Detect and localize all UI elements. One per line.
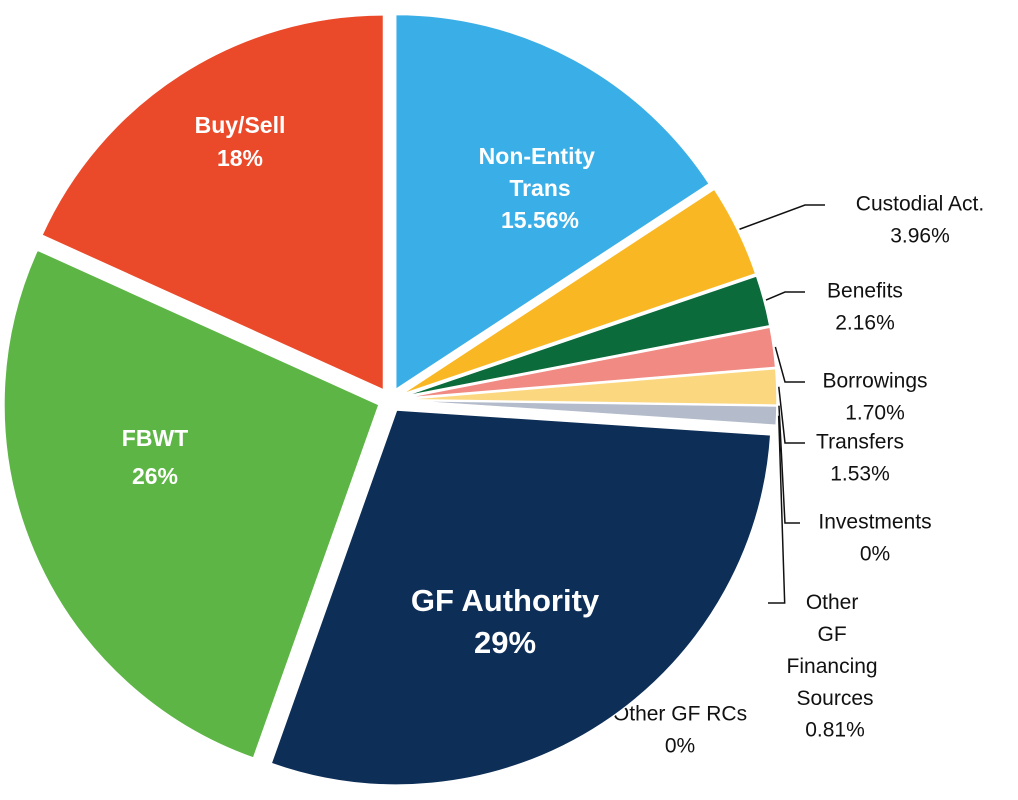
slice-label: Other GF Financing Sources <box>787 591 884 710</box>
value-label: 1.70% <box>845 402 905 425</box>
slice-label: Investments <box>818 511 931 534</box>
value-label: 0.81% <box>805 719 865 742</box>
slice-label: Benefits <box>827 280 903 303</box>
value-label: 18% <box>217 145 263 171</box>
slice-label: Transfers <box>816 431 904 454</box>
value-label: 29% <box>474 625 536 660</box>
leader-line <box>739 204 825 230</box>
pie-slice <box>394 13 711 391</box>
labels: Non-Entity Trans 15.56% Custodial Act. 3.96… <box>122 112 984 741</box>
leader-line <box>778 405 800 524</box>
slice-label: Non-Entity Trans <box>479 143 602 201</box>
pie-slice <box>400 188 757 396</box>
occluded-labels: Other GF RCs 0% <box>613 703 747 758</box>
value-label: 1.53% <box>830 463 890 486</box>
slice-label: Borrowings <box>822 370 927 393</box>
pie-slice <box>3 249 380 760</box>
slice-label: FBWT <box>122 425 188 451</box>
value-label: 3.96% <box>890 225 950 248</box>
slice-label: GF Authority <box>411 583 600 618</box>
pie-slice <box>270 409 772 786</box>
leader-line <box>774 346 805 383</box>
value-label: 2.16% <box>835 312 895 335</box>
pie-slice <box>401 326 777 400</box>
pie-slice <box>401 275 771 398</box>
value-label: 0% <box>860 543 890 566</box>
leader-line <box>778 386 805 444</box>
value-label: 15.56% <box>501 207 579 233</box>
pie <box>3 13 778 786</box>
slice-label: Custodial Act. <box>856 193 984 216</box>
value-label: 0% <box>665 735 695 758</box>
leader-line <box>768 415 786 604</box>
pie-slice <box>40 14 385 392</box>
value-label: 26% <box>132 463 178 489</box>
slice-label: Buy/Sell <box>195 112 286 138</box>
leader-line <box>765 291 805 301</box>
slice-label: Other GF RCs <box>613 703 747 726</box>
